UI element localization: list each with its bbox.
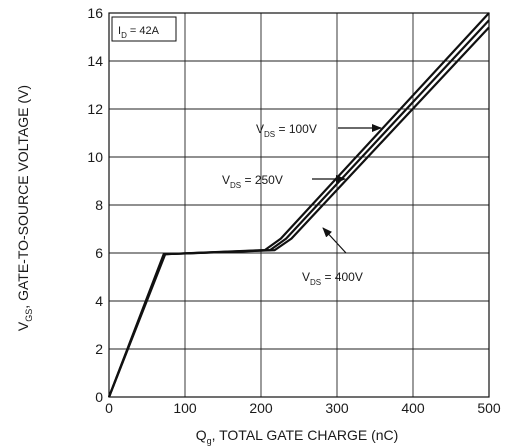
annotation-box: [111, 16, 177, 42]
y-tick-label-14: 14: [87, 53, 103, 69]
series-label-250v: VDS = 250V: [222, 173, 283, 190]
x-tick-label-0: 0: [105, 400, 113, 416]
y-tick-label-0: 0: [95, 389, 103, 405]
y-tick-label-12: 12: [87, 101, 103, 117]
series-line-2: [107, 26, 490, 398]
y-tick-label-6: 6: [95, 245, 103, 261]
arrow-400v: [322, 227, 347, 254]
tick-labels: 0 100 200 300 400 500 0 2 4 6 8 10 12 14 16: [87, 5, 500, 416]
series-label-400v: VDS = 400V: [302, 270, 363, 287]
series-line-1: [107, 19, 490, 398]
y-tick-label-4: 4: [95, 293, 103, 309]
annotation-text: ID = 42A: [118, 25, 160, 40]
x-tick-label-100: 100: [173, 400, 197, 416]
x-tick-label-200: 200: [249, 400, 273, 416]
y-tick-label-10: 10: [87, 149, 103, 165]
y-tick-label-2: 2: [95, 341, 103, 357]
y-axis-title: VGS, GATE-TO-SOURCE VOLTAGE (V): [15, 85, 34, 331]
plot-frame: [108, 12, 490, 398]
series-lines: [107, 12, 490, 398]
y-tick-label-8: 8: [95, 197, 103, 213]
x-tick-label-500: 500: [477, 400, 501, 416]
x-axis-title: Qg, TOTAL GATE CHARGE (nC): [196, 427, 399, 446]
y-tick-label-16: 16: [87, 5, 103, 21]
x-tick-label-300: 300: [325, 400, 349, 416]
x-tick-label-400: 400: [401, 400, 425, 416]
series-label-100v: VDS = 100V: [256, 122, 317, 139]
grid-lines: [109, 13, 489, 397]
